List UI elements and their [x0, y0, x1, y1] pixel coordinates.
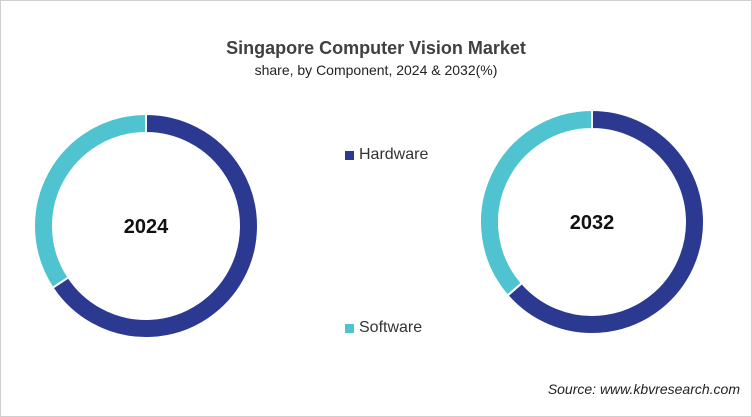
- source-note: Source: www.kbvresearch.com: [547, 381, 740, 397]
- legend-item-software: Software: [345, 319, 422, 337]
- donut-center-label: 2024: [124, 216, 169, 238]
- legend-label: Hardware: [359, 146, 429, 163]
- donut-segment-hardware-2024: [51, 112, 259, 339]
- donut-segment-software-2024: [33, 112, 147, 290]
- donut-segment-software-2032: [479, 108, 593, 297]
- donut-center-label: 2032: [570, 212, 615, 234]
- chart-title: Singapore Computer Vision Market: [226, 38, 526, 58]
- legend-swatch-hardware: [345, 150, 354, 160]
- legend-swatch-software: [345, 323, 354, 333]
- chart-subtitle: share, by Component, 2024 & 2032(%): [254, 62, 498, 78]
- legend-label: Software: [359, 319, 423, 336]
- legend-item-hardware: Hardware: [345, 146, 428, 164]
